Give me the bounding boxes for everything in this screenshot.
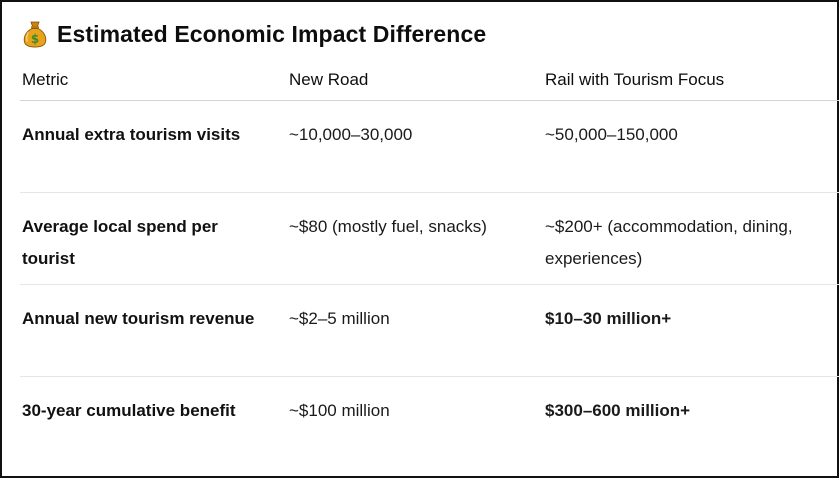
new-road-cell: ~$100 million xyxy=(289,401,390,420)
svg-text:$: $ xyxy=(31,32,39,46)
metric-cell: Annual new tourism revenue xyxy=(22,309,255,328)
table-row: Annual new tourism revenue ~$2–5 million… xyxy=(20,285,839,377)
rail-cell: ~50,000–150,000 xyxy=(545,125,678,144)
new-road-cell: ~$80 (mostly fuel, snacks) xyxy=(289,217,487,236)
new-road-cell: ~10,000–30,000 xyxy=(289,125,413,144)
metric-cell: 30-year cumulative benefit xyxy=(22,401,236,420)
column-header-new-road: New Road xyxy=(289,70,369,89)
rail-cell: ~$200+ (accommodation, dining, experienc… xyxy=(545,217,793,268)
metric-cell: Annual extra tourism visits xyxy=(22,125,241,144)
table-header-row: Metric New Road Rail with Tourism Focus xyxy=(20,60,839,101)
table-row: 30-year cumulative benefit ~$100 million… xyxy=(20,377,839,469)
money-bag-icon: $ xyxy=(22,20,48,48)
metric-cell: Average local spend per tourist xyxy=(22,217,218,268)
column-header-metric: Metric xyxy=(22,70,69,89)
column-header-rail: Rail with Tourism Focus xyxy=(545,70,725,89)
new-road-cell: ~$2–5 million xyxy=(289,309,390,328)
rail-cell: $10–30 million+ xyxy=(545,309,672,328)
section-heading: $ Estimated Economic Impact Difference xyxy=(22,18,486,50)
table-row: Annual extra tourism visits ~10,000–30,0… xyxy=(20,101,839,193)
rail-cell: $300–600 million+ xyxy=(545,401,691,420)
impact-table: Metric New Road Rail with Tourism Focus … xyxy=(20,60,839,469)
table-row: Average local spend per tourist ~$80 (mo… xyxy=(20,193,839,285)
page-title: Estimated Economic Impact Difference xyxy=(57,20,487,47)
